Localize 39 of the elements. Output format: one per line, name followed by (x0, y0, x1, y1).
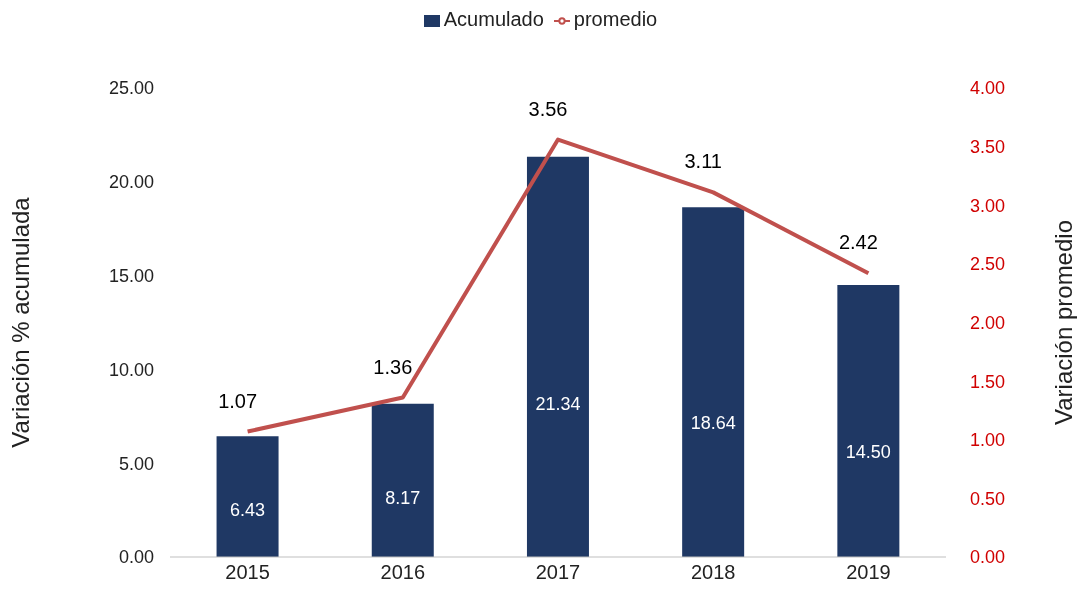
x-tick-label: 2016 (380, 561, 426, 584)
x-tick-label: 2017 (535, 561, 581, 584)
y2-tick-label: 0.00 (970, 547, 1006, 568)
bar (371, 403, 434, 557)
y2-axis-title: Variación promedio (1049, 220, 1077, 425)
data-label: 18.64 (690, 412, 736, 433)
y-tick-label: 5.00 (118, 453, 154, 474)
legend-label: Acumulado (443, 8, 544, 30)
data-label: 3.56 (528, 97, 568, 120)
y2-tick-label: 1.50 (970, 371, 1006, 392)
data-label: 3.11 (684, 150, 722, 173)
data-label: 14.50 (845, 442, 891, 463)
bar (837, 284, 900, 557)
y2-tick-label: 3.50 (970, 137, 1006, 158)
data-label: 21.34 (535, 393, 581, 414)
y-tick-label: 10.00 (108, 359, 154, 380)
y-tick-label: 0.00 (118, 547, 154, 568)
data-label: 1.36 (373, 355, 413, 378)
y2-tick-label: 4.00 (970, 78, 1006, 99)
data-label: 2.42 (838, 231, 878, 254)
x-tick-label: 2018 (690, 561, 736, 584)
legend-label: promedio (573, 8, 658, 30)
y-axis-title: Variación % acumulada (6, 196, 34, 448)
y2-tick-label: 2.50 (970, 254, 1006, 275)
y-tick-label: 25.00 (108, 78, 154, 99)
bar (682, 207, 745, 557)
data-label: 1.07 (218, 389, 258, 412)
y-tick-label: 15.00 (108, 265, 154, 286)
y2-tick-label: 2.00 (970, 312, 1006, 333)
y2-tick-label: 1.00 (970, 430, 1006, 451)
x-tick-label: 2019 (846, 561, 891, 584)
bar (216, 436, 279, 557)
y2-tick-label: 0.50 (970, 488, 1006, 509)
y-tick-label: 20.00 (108, 172, 154, 193)
x-tick-label: 2015 (225, 561, 270, 584)
data-label: 6.43 (230, 499, 266, 520)
y2-tick-label: 3.00 (970, 195, 1006, 216)
data-label: 8.17 (385, 487, 421, 508)
bar (526, 156, 589, 557)
